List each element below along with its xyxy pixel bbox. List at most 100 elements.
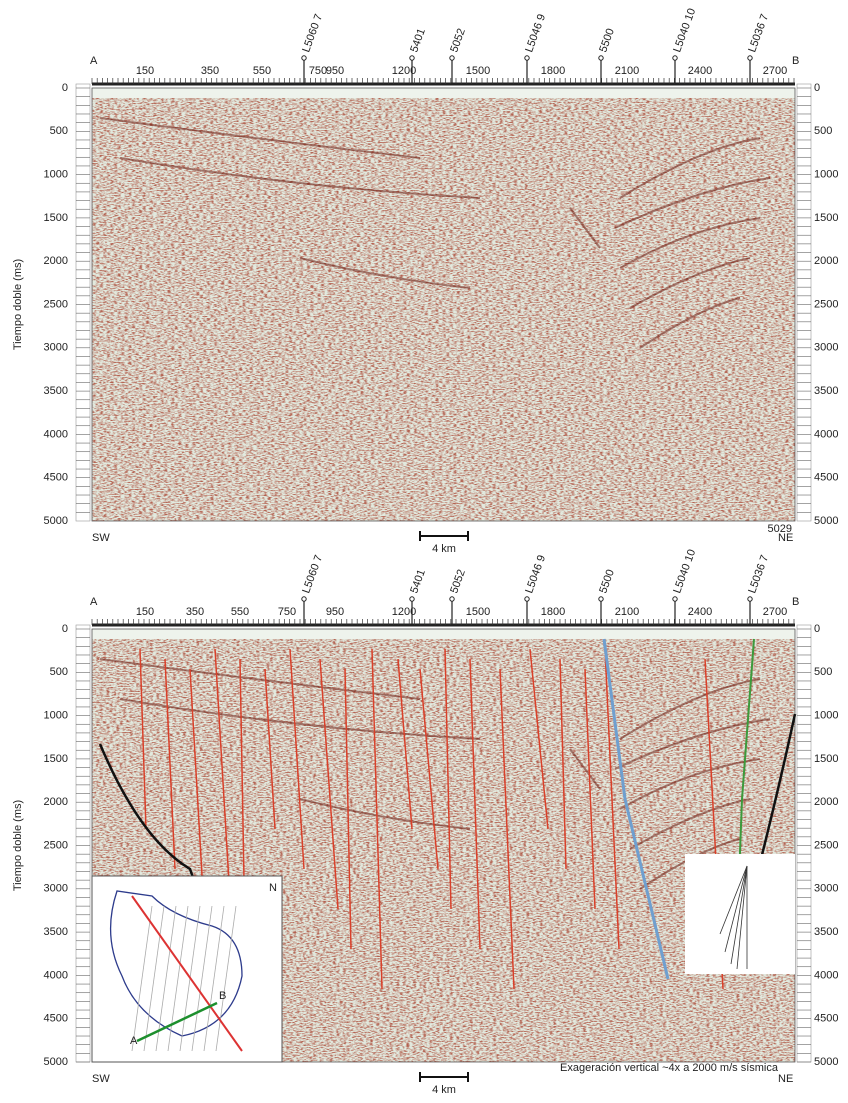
fault-line [344,668,352,950]
well-head [449,55,455,61]
y-tick-label: 3500 [814,926,838,938]
well-head [409,55,415,61]
well-label: L5040 10 [671,548,698,595]
y-tick-label: 3500 [814,385,838,397]
y-tick-label: 3500 [44,385,68,397]
cdp-tick-label: 350 [201,65,219,77]
y-tick-label: 4500 [44,472,68,484]
reflector [614,718,771,770]
y-tick-label: 5000 [814,515,838,527]
fault-line [139,648,147,830]
cdp-tick-label: 1800 [541,606,565,618]
y-tick-label: 1000 [814,169,838,181]
exaggeration-note: Exageración vertical ~4x a 2000 m/s sísm… [560,1062,779,1074]
reflector [569,748,601,790]
inset-map [91,875,283,1063]
cdp-tick-label: 2700 [763,65,787,77]
well-label: L5060 7 [300,554,325,595]
y-axis-bar [75,83,91,522]
exaggeration-line [724,865,748,953]
reflector [614,177,771,229]
scale-label: 4 km [432,1084,456,1096]
y-tick-label: 4500 [814,1013,838,1025]
y-tick-label: 4000 [44,969,68,981]
section-end-label: A [90,596,98,608]
well-label: 5401 [408,568,428,595]
cdp-tick-label: 550 [253,65,271,77]
well-head [598,596,604,602]
direction-label: SW [92,1073,110,1085]
y-tick-label: 3000 [814,883,838,895]
y-tick-label: 500 [814,666,832,678]
y-tick-label: 2500 [44,298,68,310]
well-label: L5036 7 [746,13,771,54]
y-tick-label: 4500 [44,1013,68,1025]
reflector [629,798,751,850]
reflector [619,678,761,740]
section-texture [92,88,795,521]
y-tick-label: 1500 [44,212,68,224]
fault-line [319,658,339,910]
fault-line [604,648,620,950]
well-head [672,55,678,61]
cdp-tick-label: 2400 [688,606,712,618]
y-tick-label: 3000 [814,342,838,354]
fault-line [371,648,383,990]
scale-bar [419,531,469,541]
map-road [131,905,153,1052]
section-end-label: B [792,596,799,608]
y-axis-title: Tiempo doble (ms) [12,259,24,350]
well-head [524,596,530,602]
section-end-label: A [90,55,98,67]
y-axis-bar [796,83,812,522]
cdp-tick-label: 150 [136,65,154,77]
y-tick-label: 500 [50,666,68,678]
well-head [449,596,455,602]
y-tick-label: 3000 [44,342,68,354]
fault-line [189,668,205,910]
y-tick-label: 1500 [44,753,68,765]
y-tick-label: 0 [62,82,68,94]
well-head [301,596,307,602]
cdp-tick-label: 1800 [541,65,565,77]
section-frame [91,628,796,1063]
well-label: L5036 7 [746,554,771,595]
cdp-tick-label: 750 [309,65,327,77]
well-label: 5401 [408,27,428,54]
y-tick-label: 5000 [44,1056,68,1068]
y-tick-label: 4500 [814,472,838,484]
cdp-tick-label: 350 [186,606,204,618]
well-label: L5060 7 [300,13,325,54]
y-tick-label: 500 [50,125,68,137]
direction-label: NE [778,532,793,544]
y-axis-bar [75,624,91,1063]
fault-blue [602,638,670,980]
reflector [619,217,761,269]
cdp-tick-label: 150 [136,606,154,618]
section-end-label: B [792,55,799,67]
fault-line [397,658,413,830]
seafloor-band [92,88,795,98]
seafloor-band [92,629,795,639]
map-road [143,905,165,1052]
fault-line [529,648,549,830]
well-head [747,596,753,602]
cdp-tick-label: 2400 [688,65,712,77]
y-tick-label: 1000 [814,710,838,722]
y-tick-label: 5000 [814,1056,838,1068]
cdp-tick-label: 1500 [466,65,490,77]
cdp-tick-label: 950 [326,606,344,618]
reflector [619,137,761,199]
exaggeration-line [730,865,748,965]
well-label: L5046 9 [523,554,548,595]
map-label: B [219,990,226,1002]
well-head [598,55,604,61]
well-label: 5052 [448,27,468,54]
direction-label: NE [778,1073,793,1085]
reflector [629,257,751,309]
fault-line [469,658,481,950]
y-tick-label: 2000 [44,255,68,267]
y-tick-label: 5000 [44,515,68,527]
